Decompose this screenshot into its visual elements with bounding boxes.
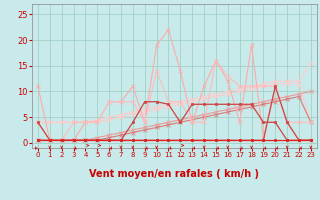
X-axis label: Vent moyen/en rafales ( km/h ): Vent moyen/en rafales ( km/h ) <box>89 169 260 179</box>
